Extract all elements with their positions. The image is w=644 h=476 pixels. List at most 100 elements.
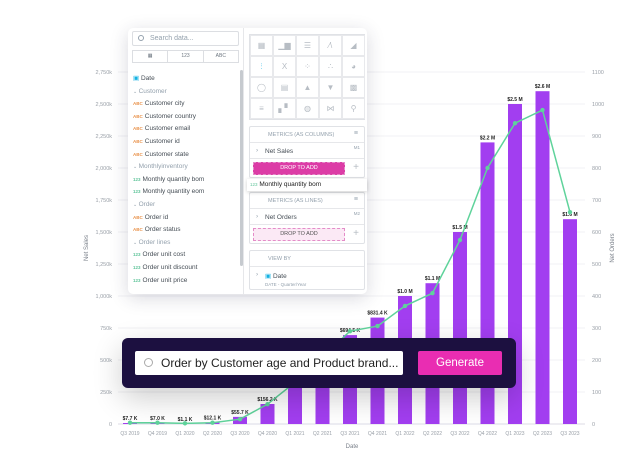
y2-tick-label: 300 (592, 326, 601, 332)
add-icon[interactable]: + (353, 228, 359, 239)
y2-tick-label: 100 (592, 390, 601, 396)
filter-text[interactable]: ABC (215, 53, 226, 59)
generate-button[interactable]: Generate (418, 351, 502, 375)
field-item[interactable]: ABC Customer email (133, 123, 238, 136)
geo-pushpin-chart-icon[interactable]: ⚲ (342, 98, 365, 119)
field-label: Order unit discount (142, 263, 198, 271)
drop-zone[interactable]: DROP TO ADD (253, 162, 345, 175)
field-label: Monthlyinventory (138, 163, 188, 171)
calendar-icon: ▣ (133, 75, 141, 82)
x-tick-label: Q4 2022 (478, 431, 497, 437)
bar-data-label: $1.0 M (397, 289, 412, 295)
text-type-icon: ABC (133, 126, 143, 132)
filter-numeric[interactable]: 123 (168, 51, 204, 62)
text-type-icon: ABC (133, 214, 143, 220)
line-chart-icon[interactable]: ⁄\ (319, 35, 342, 56)
heatmap-chart-icon[interactable]: ▩ (342, 77, 365, 98)
scatter-chart-icon[interactable]: ⁘ (296, 56, 319, 77)
scrollbar[interactable] (240, 70, 243, 266)
line-point-net-orders (182, 421, 188, 426)
x-tick-label: Q4 2019 (148, 431, 167, 437)
text-type-icon: ABC (133, 138, 143, 144)
field-item[interactable]: ABC Order status (133, 224, 238, 237)
chevron-down-icon: ⌄ (133, 88, 139, 95)
field-label: Order status (144, 226, 181, 234)
field-item[interactable]: 123 Order unit discount (133, 262, 238, 275)
combo-chart-icon[interactable]: ⫶ (250, 56, 273, 77)
bullet-chart-icon[interactable]: ≡ (250, 98, 273, 119)
donut-chart-icon[interactable]: ◯ (250, 77, 273, 98)
field-item[interactable]: 123 Monthly quantity bom (133, 174, 238, 187)
x-tick-label: Q4 2020 (258, 431, 277, 437)
field-label: Order unit cost (142, 251, 186, 259)
metric-net-orders[interactable]: › Net Orders M2 (250, 209, 364, 225)
dependency-wheel-chart-icon[interactable]: ◍ (296, 98, 319, 119)
dragged-field-label: Monthly quantity bom (259, 181, 322, 188)
field-item[interactable]: ▣ Date (133, 73, 238, 86)
bar-chart-icon[interactable]: ☰ (296, 35, 319, 56)
text-type-icon: ABC (133, 113, 143, 119)
field-group[interactable]: ⌄ Order (133, 199, 238, 212)
metric-label: Net Sales (265, 148, 294, 155)
x-tick-label: Q1 2021 (285, 431, 304, 437)
bar-net-sales (535, 91, 550, 424)
y-tick-label: 250k (100, 390, 112, 396)
field-group[interactable]: ⌄ Customer (133, 86, 238, 99)
field-item[interactable]: ABC Customer city (133, 98, 238, 111)
numeric-icon: 123 (250, 182, 258, 187)
metrics-lines-bucket: METRICS (AS LINES) ≡ › Net Orders M2 DROP T… (249, 192, 365, 244)
field-item[interactable]: 123 Monthly quantity eom (133, 186, 238, 199)
prompt-input[interactable]: Order by Customer age and Product brand.… (135, 351, 403, 375)
line-point-net-orders (430, 290, 435, 296)
line-point-net-orders (375, 323, 380, 329)
field-item[interactable]: ABC Order id (133, 212, 238, 225)
search-data-input[interactable]: Search data... (132, 31, 239, 46)
area-chart-icon[interactable]: ◢ (342, 35, 365, 56)
x-tick-label: Q2 2021 (313, 431, 332, 437)
add-icon[interactable]: + (353, 162, 359, 173)
column-chart-icon[interactable]: ▁▆ (273, 35, 296, 56)
y-tick-label: 750k (100, 326, 112, 332)
field-label: Customer city (144, 100, 185, 108)
sankey-chart-icon[interactable]: ⋈ (319, 98, 342, 119)
field-label: Monthly quantity bom (142, 175, 205, 183)
treemap-chart-icon[interactable]: ▤ (273, 77, 296, 98)
line-point-net-orders (457, 237, 463, 243)
bar-data-label: $7.7 K (123, 416, 138, 422)
drop-zone[interactable]: DROP TO ADD (253, 228, 345, 241)
metric-net-sales[interactable]: › Net Sales M1 (250, 143, 364, 159)
view-by-date[interactable]: › ▣ Date DATE - Quarter/Year (250, 267, 364, 289)
headline-chart-icon[interactable]: X (273, 56, 296, 77)
field-item[interactable]: 123 Order unit cost (133, 249, 238, 262)
table-chart-icon[interactable]: ▦ (250, 35, 273, 56)
line-point-net-orders (210, 420, 215, 425)
bar-data-label: $156.2 K (257, 397, 278, 403)
bar-data-label: $1.1 K (178, 417, 193, 423)
calendar-icon: ▣ (265, 273, 272, 280)
pie-chart-icon[interactable]: ◕ (342, 56, 365, 77)
numeric-type-icon: 123 (133, 176, 141, 182)
field-item[interactable]: ABC Customer state (133, 149, 238, 162)
filter-date[interactable]: ▦ (133, 51, 169, 62)
field-group[interactable]: ⌄ Monthlyinventory (133, 161, 238, 174)
field-item[interactable]: ABC Customer country (133, 111, 238, 124)
chart-type-picker: ▦ ▁▆ ☰ ⁄\ ◢ ⫶ X ⁘ ∴ ◕ ◯ ▤ ▲ ▼ ▩ ≡ ▖▘ ◍ ⋈ ⚲ (249, 34, 365, 120)
menu-icon[interactable]: ≡ (353, 130, 358, 137)
line-point-net-orders (512, 121, 518, 126)
pyramid-chart-icon[interactable]: ▲ (296, 77, 319, 98)
numeric-type-icon: 123 (133, 252, 141, 258)
funnel-chart-icon[interactable]: ▼ (319, 77, 342, 98)
field-item[interactable]: ABC Customer id (133, 136, 238, 149)
bucket-subtitle: (AS LINES) (294, 198, 323, 204)
y2-tick-label: 1000 (592, 102, 604, 108)
dragged-field[interactable]: 123 Monthly quantity bom (247, 179, 367, 191)
field-item[interactable]: 123 Order unit price (133, 275, 238, 288)
line-point-net-orders (237, 417, 243, 422)
menu-icon[interactable]: ≡ (353, 196, 358, 203)
y-tick-label: 2,000k (95, 166, 112, 172)
field-label: Order lines (138, 238, 171, 246)
bucket-header: METRICS (AS COLUMNS) ≡ (250, 127, 364, 143)
waterfall-chart-icon[interactable]: ▖▘ (273, 98, 296, 119)
bubble-chart-icon[interactable]: ∴ (319, 56, 342, 77)
field-group[interactable]: ⌄ Order lines (133, 237, 238, 250)
